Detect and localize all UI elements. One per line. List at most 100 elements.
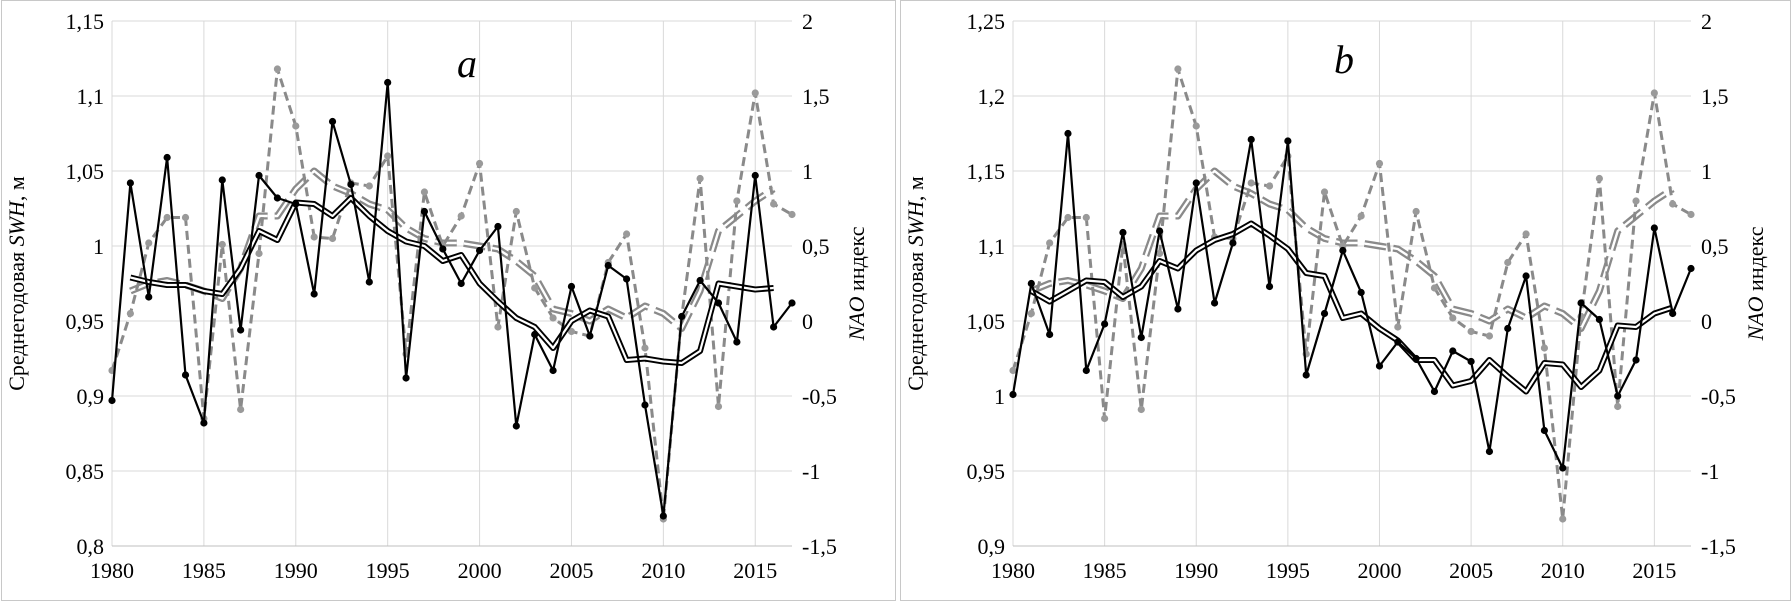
series-nao-point — [1614, 402, 1622, 411]
series-swh-point — [604, 261, 612, 270]
series-nao-point — [457, 212, 465, 220]
y-left-tick-label: 0,8 — [77, 534, 105, 559]
y-right-title-italic: NAO — [844, 296, 869, 341]
series-swh-point — [1467, 357, 1475, 366]
series-swh-point — [1155, 227, 1164, 235]
series-nao-point — [1009, 366, 1017, 375]
series-nao-point — [1687, 210, 1695, 219]
series-swh-point — [1082, 366, 1090, 375]
series-swh-point — [328, 117, 337, 126]
series-nao-point — [310, 233, 318, 241]
x-tick-label: 2005 — [1449, 558, 1493, 583]
y-left-tick-label: 1 — [93, 234, 104, 259]
series-nao-point — [328, 234, 337, 243]
series-swh-point — [402, 374, 410, 382]
y-left-tick-label: 1,05 — [66, 159, 105, 184]
series-nao-point — [1192, 122, 1200, 130]
series-swh-point — [439, 245, 447, 253]
series-swh-point — [310, 290, 318, 298]
series-swh-point — [255, 171, 263, 180]
series-nao-line — [1011, 67, 1692, 521]
y-right-tick-label: -1,5 — [802, 534, 837, 559]
series-nao-point — [1485, 332, 1494, 340]
y-left-tick-label: 0,85 — [66, 459, 105, 484]
x-tick-label: 1980 — [991, 558, 1035, 583]
series-nao-point — [1046, 239, 1054, 247]
series-swh-point — [641, 401, 649, 409]
series-nao-point — [126, 309, 134, 318]
x-tick-label: 1995 — [1266, 558, 1310, 583]
series-swh-point — [1339, 246, 1347, 255]
series-nao-point — [1449, 314, 1457, 322]
y-left-tick-label: 1,05 — [967, 309, 1006, 334]
chart-b-svg: 0,9 0,95 1 1,05 1,1 1,15 1,2 1,25 -1,5 -1 -0,5 0 0,5… — [903, 9, 1768, 583]
y-left-title-italic: SWH — [903, 200, 928, 246]
series-swh-point — [475, 246, 484, 255]
series-swh-point — [1394, 338, 1402, 346]
series-swh-point — [696, 276, 704, 285]
series-swh-point — [512, 422, 520, 430]
series-nao-point — [420, 188, 429, 196]
series-nao-point — [1064, 213, 1072, 222]
series-nao-point — [163, 213, 171, 222]
series-swh-point — [1302, 371, 1310, 379]
y-left-tick-label: 0,9 — [77, 384, 105, 409]
series-swh-point — [365, 278, 373, 286]
y-left-title-suffix: , м — [903, 176, 928, 201]
series-swh-line — [110, 81, 793, 518]
series-nao-mean-outer — [1029, 167, 1675, 332]
y-right-tick-label: 0 — [1701, 309, 1712, 334]
series-swh-line — [1011, 132, 1693, 470]
x-tick-label: 2010 — [1541, 558, 1585, 583]
y-left-tick-label: 1,15 — [66, 9, 105, 34]
series-nao-point — [696, 174, 704, 183]
y-left-tick-label: 1,1 — [978, 234, 1006, 259]
series-swh-point — [1247, 135, 1255, 144]
series-swh-mean-outer — [1029, 220, 1674, 395]
series-swh-point — [1540, 426, 1549, 435]
series-nao-point — [1430, 284, 1439, 292]
y-right-title-suffix: индекс — [1743, 226, 1768, 296]
series-nao-point — [733, 197, 741, 205]
x-tick-label: 1990 — [1174, 558, 1218, 583]
series-swh-point — [126, 179, 134, 187]
series-swh-point — [1522, 272, 1530, 280]
series-swh-mean-inner — [1030, 222, 1674, 393]
series-nao-point — [1101, 414, 1109, 423]
y-right-tick-label: -0,5 — [802, 384, 837, 409]
y-right-tick-label: 1,5 — [1701, 84, 1729, 109]
series-nao-point — [384, 152, 392, 160]
series-nao-point — [237, 405, 245, 414]
series-nao-point — [1155, 249, 1164, 258]
series-nao-point — [494, 323, 502, 331]
series-swh-point — [1595, 315, 1603, 324]
series-nao-point — [1394, 323, 1402, 331]
series-nao-point — [788, 210, 796, 219]
y-left-title-prefix: Среднегодовая — [903, 246, 928, 390]
series-nao-point — [1467, 327, 1475, 336]
series-nao-point — [751, 89, 759, 97]
x-tick-label: 2015 — [1632, 558, 1676, 583]
x-tick-label: 1990 — [274, 558, 318, 583]
series-nao-mean-inner — [1030, 169, 1674, 330]
series-nao-point — [770, 200, 778, 208]
x-tick-label: 2005 — [549, 558, 593, 583]
y-left-tick-label: 0,9 — [978, 534, 1006, 559]
y-right-tick-label: 0,5 — [1701, 234, 1729, 259]
series-swh-point — [788, 299, 796, 307]
chart-panel-a: 0,8 0,85 0,9 0,95 1 1,05 1,1 1,15 -1,5 -1 -0,5 0 0,5… — [1, 0, 896, 601]
series-nao-point — [1632, 197, 1640, 205]
series-swh-point — [678, 312, 686, 321]
series-swh-point — [1265, 282, 1274, 291]
series-nao-point — [292, 122, 300, 130]
series-swh-point — [622, 275, 631, 283]
series-nao-mean-inner — [129, 169, 775, 330]
panel-label: b — [1334, 37, 1354, 82]
series-nao-point — [1320, 188, 1329, 196]
series-swh-point — [531, 330, 539, 339]
x-tick-label: 1995 — [366, 558, 410, 583]
series-swh-point — [1559, 464, 1567, 472]
series-swh-point — [1137, 333, 1145, 342]
series-swh-point — [1320, 309, 1329, 318]
series-swh-point — [347, 180, 355, 189]
